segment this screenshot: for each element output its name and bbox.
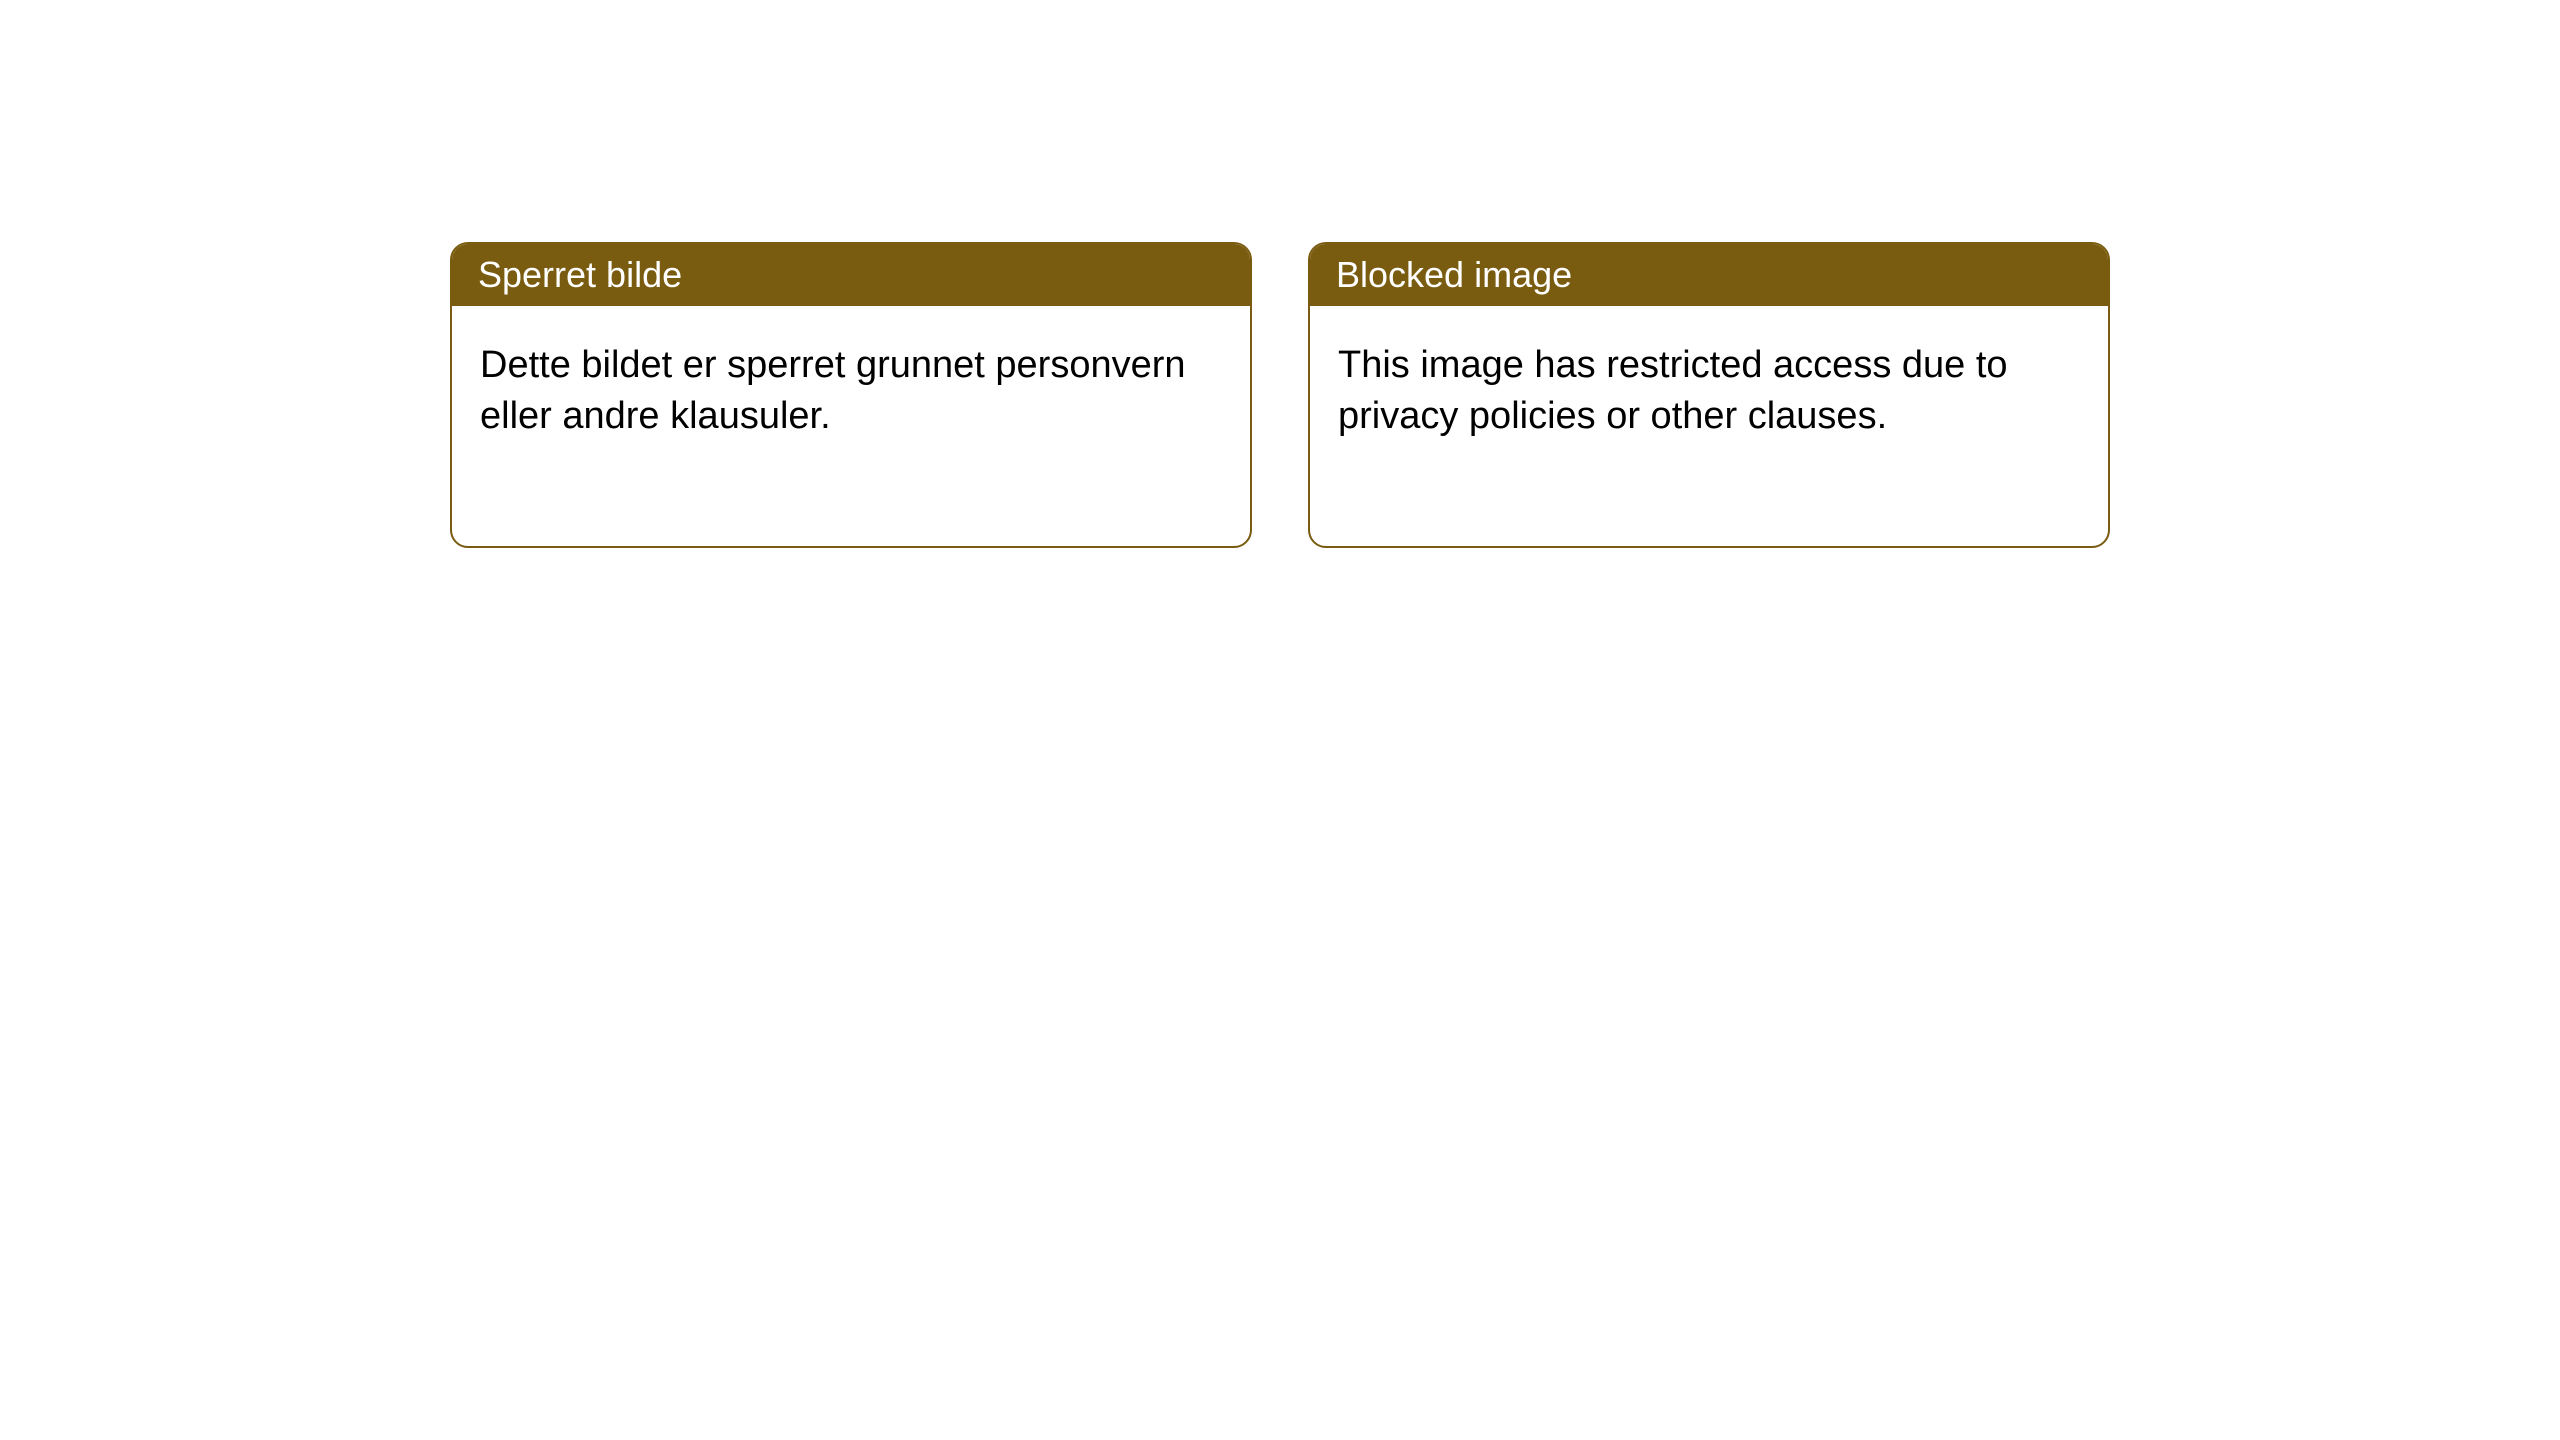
card-body: This image has restricted access due to …: [1310, 306, 2108, 546]
card-body-text: This image has restricted access due to …: [1338, 344, 2008, 437]
card-title: Blocked image: [1336, 254, 1572, 295]
card-body: Dette bildet er sperret grunnet personve…: [452, 306, 1250, 546]
card-header: Sperret bilde: [452, 244, 1250, 306]
cards-container: Sperret bilde Dette bildet er sperret gr…: [0, 0, 2560, 548]
card-title: Sperret bilde: [478, 254, 682, 295]
blocked-image-card-en: Blocked image This image has restricted …: [1308, 242, 2110, 548]
card-body-text: Dette bildet er sperret grunnet personve…: [480, 344, 1186, 437]
card-header: Blocked image: [1310, 244, 2108, 306]
blocked-image-card-no: Sperret bilde Dette bildet er sperret gr…: [450, 242, 1252, 548]
